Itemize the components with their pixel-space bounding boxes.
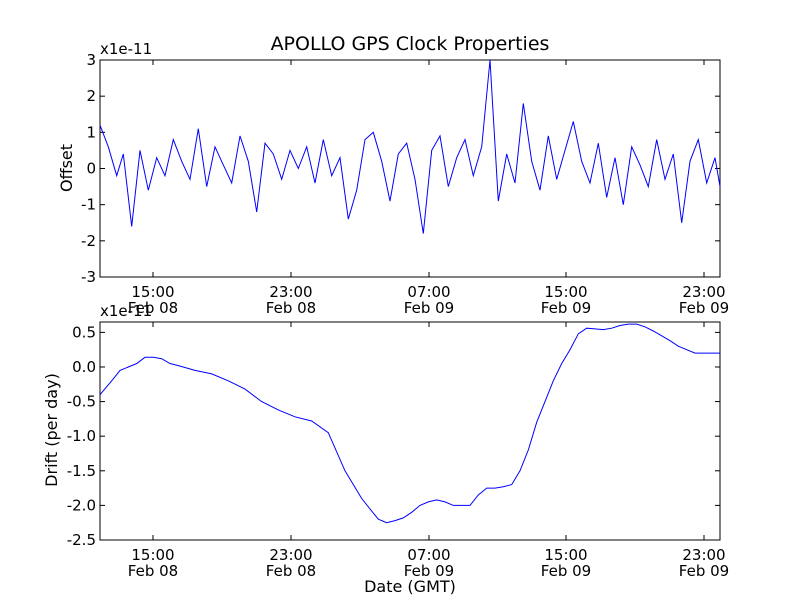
drift-ytick-label: 0.0 (72, 358, 96, 376)
drift-exponent-label: x1e-11 (100, 302, 152, 320)
offset-xtick-date-label: Feb 09 (404, 299, 454, 317)
offset-ytick-label: 1 (86, 123, 96, 141)
offset-xtick-date-label: Feb 09 (541, 299, 591, 317)
drift-plot-frame (100, 322, 720, 540)
offset-panel: x1e-11 Offset -3-2-1012315:00Feb 0823:00… (57, 40, 729, 317)
offset-ytick-label: -2 (81, 232, 96, 250)
offset-ytick-label: 2 (86, 87, 96, 105)
drift-ytick-label: 0.5 (72, 323, 96, 341)
drift-xtick-date-label: Feb 09 (541, 562, 591, 580)
offset-ytick-label: 0 (86, 160, 96, 178)
chart-title: APOLLO GPS Clock Properties (271, 33, 550, 55)
drift-xtick-date-label: Feb 08 (266, 562, 316, 580)
drift-xtick-date-label: Feb 08 (128, 562, 178, 580)
x-axis-label: Date (GMT) (364, 577, 456, 596)
offset-xtick-date-label: Feb 08 (266, 299, 316, 317)
drift-ytick-label: -1.5 (67, 462, 96, 480)
drift-y-axis-label: Drift (per day) (42, 373, 61, 487)
offset-ytick-label: -3 (81, 268, 96, 286)
offset-ytick-label: -1 (81, 196, 96, 214)
offset-exponent-label: x1e-11 (100, 40, 152, 58)
offset-y-axis-label: Offset (57, 144, 76, 192)
drift-ytick-label: -2.5 (67, 531, 96, 549)
drift-ytick-label: -0.5 (67, 393, 96, 411)
drift-panel: x1e-11 Drift (per day) -2.5 -2.0 -1.5 -1.0 -… (42, 302, 729, 596)
offset-ytick-label: 3 (86, 51, 96, 69)
offset-plot-frame (100, 60, 720, 277)
offset-xtick-date-label: Feb 09 (679, 299, 729, 317)
drift-ytick-label: -2.0 (67, 496, 96, 514)
drift-xtick-date-label: Feb 09 (679, 562, 729, 580)
drift-ytick-label: -1.0 (67, 427, 96, 445)
